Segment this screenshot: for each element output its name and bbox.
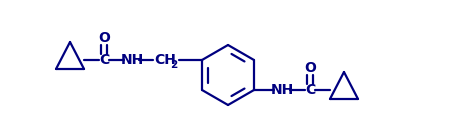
Text: NH: NH [121,53,144,67]
Text: CH: CH [154,53,176,67]
Text: 2: 2 [170,60,178,70]
Text: O: O [98,31,110,45]
Text: O: O [304,61,316,75]
Text: C: C [305,83,315,97]
Text: NH: NH [270,83,294,97]
Text: C: C [99,53,109,67]
